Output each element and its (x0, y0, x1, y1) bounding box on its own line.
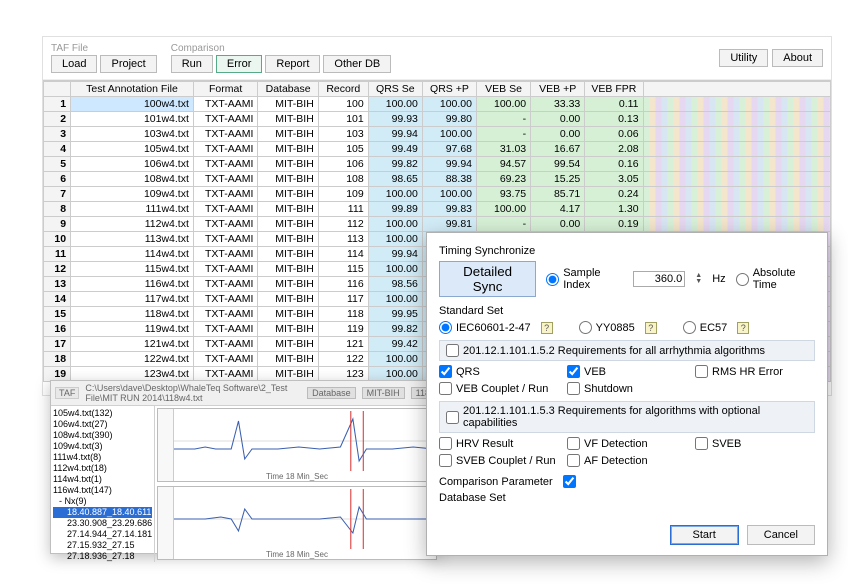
req2-band: 201.12.1.101.1.5.3 Requirements for algo… (439, 401, 815, 433)
timing-label: Timing Synchronize (439, 245, 815, 257)
about-button[interactable]: About (772, 49, 823, 67)
table-header[interactable] (643, 82, 830, 97)
table-row[interactable]: 1100w4.txtTXT-AAMIMIT-BIH100100.00100.00… (44, 97, 831, 112)
table-row[interactable]: 4105w4.txtTXT-AAMIMIT-BIH10599.4997.6831… (44, 142, 831, 157)
utility-button[interactable]: Utility (719, 49, 768, 67)
help-icon[interactable]: ? (645, 322, 657, 334)
plot1-xlabel: Time 18 Min_Sec (158, 472, 436, 481)
tree-item[interactable]: 23.30.908_23.29.686 (53, 518, 152, 529)
project-button[interactable]: Project (100, 55, 156, 73)
tree-item[interactable]: - Nx(9) (53, 496, 152, 507)
tree-item[interactable]: 112w4.txt(18) (53, 463, 152, 474)
option-rms-hr-error[interactable]: RMS HR Error (695, 365, 815, 378)
table-row[interactable]: 6108w4.txtTXT-AAMIMIT-BIH10898.6588.3869… (44, 172, 831, 187)
option-qrs[interactable]: QRS (439, 365, 559, 378)
comparison-param-label: Comparison Parameter (439, 476, 553, 488)
tree-item[interactable]: 27.14.944_27.14.181 (53, 529, 152, 540)
tree-item[interactable]: 105w4.txt(132) (53, 408, 152, 419)
table-header[interactable]: VEB FPR (585, 82, 643, 97)
table-header[interactable]: QRS Se (368, 82, 422, 97)
cancel-button[interactable]: Cancel (747, 525, 815, 545)
option-veb-couplet-run[interactable]: VEB Couplet / Run (439, 382, 559, 395)
option-veb[interactable]: VEB (567, 365, 687, 378)
table-header[interactable] (44, 82, 71, 97)
table-header[interactable]: VEB +P (531, 82, 585, 97)
plot-mlii: Time 18 Min_Sec (157, 408, 437, 482)
chart-badge-database: Database (307, 387, 356, 399)
table-row[interactable]: 3103w4.txtTXT-AAMIMIT-BIH10399.94100.00-… (44, 127, 831, 142)
tree-item[interactable]: 109w4.txt(3) (53, 441, 152, 452)
help-icon[interactable]: ? (541, 322, 553, 334)
chart-path: C:\Users\dave\Desktop\WhaleTeq Software\… (85, 383, 301, 403)
sample-index-radio[interactable]: Sample Index (546, 267, 623, 291)
req1-band: 201.12.1.101.1.5.2 Requirements for all … (439, 340, 815, 361)
table-header[interactable]: QRS +P (422, 82, 476, 97)
option-sveb[interactable]: SVEB (695, 437, 815, 450)
report-button[interactable]: Report (265, 55, 320, 73)
option-af-detection[interactable]: AF Detection (567, 454, 687, 467)
start-button[interactable]: Start (670, 525, 739, 545)
table-header[interactable]: Record (318, 82, 368, 97)
option-shutdown[interactable]: Shutdown (567, 382, 687, 395)
tree-item[interactable]: 27.15.932_27.15 (53, 540, 152, 551)
chart-titlebar: TAF C:\Users\dave\Desktop\WhaleTeq Softw… (51, 381, 439, 406)
table-row[interactable]: 8111w4.txtTXT-AAMIMIT-BIH11199.8999.8310… (44, 202, 831, 217)
table-row[interactable]: 2101w4.txtTXT-AAMIMIT-BIH10199.9399.80-0… (44, 112, 831, 127)
option-vf-detection[interactable]: VF Detection (567, 437, 687, 450)
chart-tree[interactable]: 105w4.txt(132)106w4.txt(27)108w4.txt(390… (51, 406, 155, 562)
tree-item[interactable]: 27.18.936_27.18 (53, 551, 152, 562)
standard-set-label: Standard Set (439, 305, 815, 317)
hz-label: Hz (712, 273, 725, 285)
ec-radio[interactable]: EC57 (683, 321, 728, 334)
chart-window: TAF C:\Users\dave\Desktop\WhaleTeq Softw… (50, 380, 440, 554)
tree-item[interactable]: 108w4.txt(390) (53, 430, 152, 441)
help-icon[interactable]: ? (737, 322, 749, 334)
option-sveb-couplet-run[interactable]: SVEB Couplet / Run (439, 454, 559, 467)
plot2-xlabel: Time 18 Min_Sec (158, 550, 436, 559)
taf-file-label: TAF File (51, 43, 155, 54)
table-header[interactable]: VEB Se (477, 82, 531, 97)
option-hrv-result[interactable]: HRV Result (439, 437, 559, 450)
tree-item[interactable]: 116w4.txt(147) (53, 485, 152, 496)
yy-radio[interactable]: YY0885 (579, 321, 635, 334)
chart-badge-db: MIT-BIH (362, 387, 405, 399)
tree-item[interactable]: 114w4.txt(1) (53, 474, 152, 485)
settings-dialog: Timing Synchronize Detailed Sync Sample … (426, 232, 828, 556)
tree-item[interactable]: 18.40.887_18.40.611 (53, 507, 152, 518)
iec-radio[interactable]: IEC60601-2-47 (439, 321, 531, 334)
toolbar: TAF File Load Project Comparison Run Err… (43, 37, 831, 80)
table-header[interactable]: Test Annotation File (71, 82, 194, 97)
table-row[interactable]: 9112w4.txtTXT-AAMIMIT-BIH112100.0099.81-… (44, 217, 831, 232)
table-row[interactable]: 7109w4.txtTXT-AAMIMIT-BIH109100.00100.00… (44, 187, 831, 202)
comparison-label: Comparison (171, 43, 390, 54)
tree-item[interactable]: 106w4.txt(27) (53, 419, 152, 430)
detailed-sync-button[interactable]: Detailed Sync (439, 261, 536, 297)
database-set-label: Database Set (439, 492, 506, 504)
table-header-row: Test Annotation FileFormatDatabaseRecord… (44, 82, 831, 97)
absolute-time-radio[interactable]: Absolute Time (736, 267, 815, 291)
run-button[interactable]: Run (171, 55, 213, 73)
chart-titlebar-tab: TAF (55, 387, 79, 399)
plot-v1: Time 18 Min_Sec (157, 486, 437, 560)
table-header[interactable]: Database (258, 82, 318, 97)
sample-index-input[interactable] (633, 271, 685, 287)
tree-item[interactable]: 111w4.txt(8) (53, 452, 152, 463)
table-header[interactable]: Format (193, 82, 258, 97)
load-button[interactable]: Load (51, 55, 97, 73)
error-button[interactable]: Error (216, 55, 262, 73)
otherdb-button[interactable]: Other DB (323, 55, 391, 73)
comparison-param-toggle[interactable] (563, 475, 576, 488)
table-row[interactable]: 5106w4.txtTXT-AAMIMIT-BIH10699.8299.9494… (44, 157, 831, 172)
